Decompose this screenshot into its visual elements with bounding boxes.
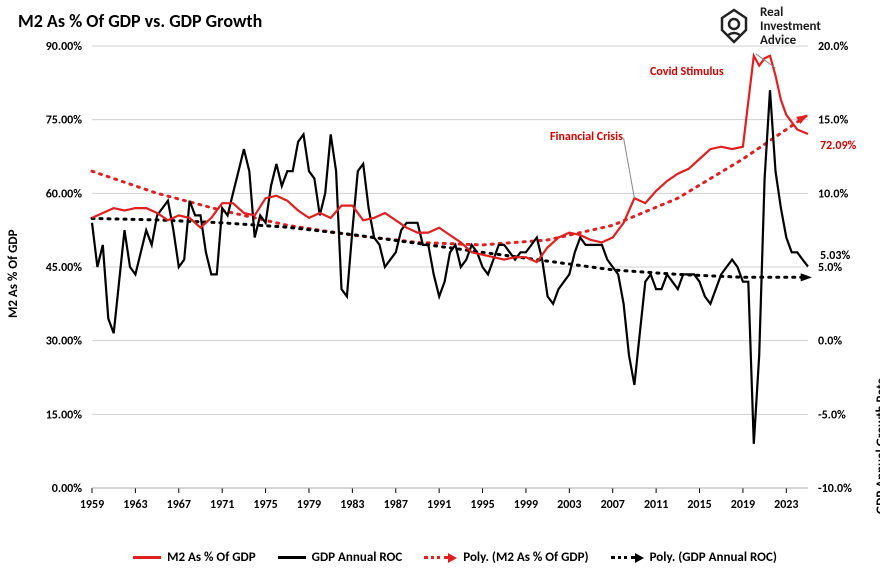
svg-text:15.0%: 15.0% — [818, 114, 848, 128]
legend-swatch — [133, 556, 161, 559]
svg-text:-10.0%: -10.0% — [818, 482, 852, 496]
svg-text:1979: 1979 — [297, 498, 321, 512]
legend-swatch — [278, 556, 306, 559]
legend-swatch — [424, 553, 457, 563]
logo-text-1: Real — [760, 6, 862, 20]
y-axis-right-label: GDP Annual Growth Rate — [874, 378, 880, 514]
annotation-crisis: Financial Crisis — [550, 130, 623, 144]
annotation-end-gdp: 5.03% — [820, 249, 850, 263]
legend-item: M2 As % Of GDP — [133, 550, 256, 565]
legend-label: GDP Annual ROC — [312, 550, 403, 565]
svg-text:-5.0%: -5.0% — [818, 408, 846, 422]
svg-text:1983: 1983 — [340, 498, 364, 512]
legend-label: M2 As % Of GDP — [167, 550, 256, 565]
svg-text:1963: 1963 — [123, 498, 147, 512]
y-axis-left-label: M2 As % Of GDP — [6, 229, 21, 318]
svg-text:2023: 2023 — [774, 498, 798, 512]
svg-text:1959: 1959 — [80, 498, 104, 512]
svg-text:2011: 2011 — [644, 498, 668, 512]
svg-text:90.00%: 90.00% — [46, 40, 83, 54]
svg-text:1991: 1991 — [427, 498, 451, 512]
svg-text:45.00%: 45.00% — [46, 261, 83, 275]
legend-item: GDP Annual ROC — [278, 550, 403, 565]
svg-text:1999: 1999 — [514, 498, 538, 512]
annotation-covid: Covid Stimulus — [650, 65, 724, 79]
legend: M2 As % Of GDP GDP Annual ROC Poly. (M2 As… — [60, 550, 850, 565]
legend-swatch — [611, 553, 644, 563]
annotation-end-m2: 72.09% — [820, 139, 856, 153]
svg-text:30.00%: 30.00% — [46, 335, 83, 349]
svg-text:20.0%: 20.0% — [818, 40, 848, 54]
logo-text-2: Investment — [760, 20, 862, 34]
svg-text:1975: 1975 — [253, 498, 277, 512]
svg-text:10.0%: 10.0% — [818, 187, 848, 201]
svg-text:1995: 1995 — [470, 498, 494, 512]
svg-text:0.0%: 0.0% — [818, 335, 842, 349]
chart-svg: 0.00% 15.00% 30.00% 45.00% 60.00% 75.00% 90.00… — [0, 38, 880, 538]
legend-label: Poly. (M2 As % Of GDP) — [463, 550, 588, 565]
legend-item: Poly. (M2 As % Of GDP) — [424, 550, 588, 565]
svg-text:1967: 1967 — [167, 498, 191, 512]
chart-area: 0.00% 15.00% 30.00% 45.00% 60.00% 75.00% 90.00… — [0, 38, 880, 538]
svg-text:1971: 1971 — [210, 498, 234, 512]
svg-text:0.00%: 0.00% — [52, 482, 82, 496]
svg-text:1987: 1987 — [384, 498, 408, 512]
svg-text:75.00%: 75.00% — [46, 114, 83, 128]
chart-title: M2 As % Of GDP vs. GDP Growth — [18, 10, 262, 32]
legend-label: Poly. (GDP Annual ROC) — [650, 550, 777, 565]
svg-text:60.00%: 60.00% — [46, 187, 83, 201]
svg-text:15.00%: 15.00% — [46, 408, 83, 422]
svg-text:2019: 2019 — [731, 498, 755, 512]
svg-text:2003: 2003 — [557, 498, 581, 512]
svg-text:2007: 2007 — [601, 498, 625, 512]
svg-text:2015: 2015 — [687, 498, 711, 512]
legend-item: Poly. (GDP Annual ROC) — [611, 550, 777, 565]
svg-text:5.0%: 5.0% — [818, 261, 842, 275]
